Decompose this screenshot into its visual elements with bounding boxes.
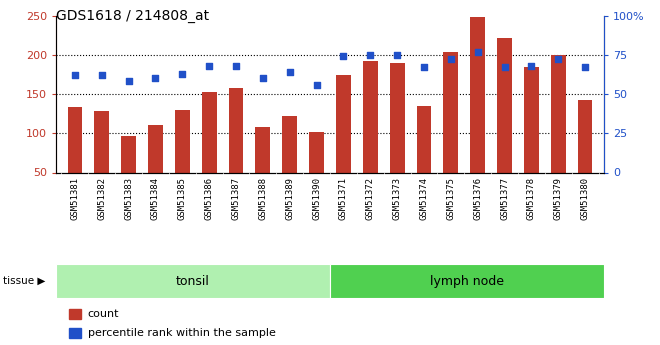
Bar (330, 264, 604, 298)
Point (177, 71, 187, 76)
Text: GSM51388: GSM51388 (258, 177, 267, 220)
Text: GSM51371: GSM51371 (339, 177, 348, 220)
Point (312, 82, 322, 87)
Point (418, 65, 429, 70)
Bar (390, 63, 405, 172)
Text: GSM51387: GSM51387 (232, 177, 240, 220)
Text: GSM51385: GSM51385 (178, 177, 187, 220)
Text: GSM51384: GSM51384 (151, 177, 160, 220)
Point (473, 49, 483, 55)
Text: GSM51374: GSM51374 (420, 177, 428, 220)
Text: tonsil: tonsil (176, 275, 210, 288)
Bar (551, 55, 566, 172)
Point (338, 53, 348, 59)
Point (446, 57, 456, 62)
Bar (578, 99, 593, 172)
Bar (175, 110, 189, 172)
Point (150, 76, 161, 81)
Bar (497, 38, 512, 172)
Text: GSM51382: GSM51382 (97, 177, 106, 220)
Text: GSM51379: GSM51379 (554, 177, 563, 220)
Bar (416, 106, 432, 172)
Text: GSM51381: GSM51381 (71, 177, 79, 220)
Point (526, 63, 537, 69)
Text: GSM51383: GSM51383 (124, 177, 133, 220)
Point (204, 63, 214, 69)
Point (123, 79, 134, 84)
Text: GSM51380: GSM51380 (581, 177, 589, 220)
Point (553, 57, 564, 62)
Point (96, 72, 107, 78)
Bar (202, 92, 216, 172)
Point (392, 52, 403, 58)
Bar (282, 116, 297, 172)
Point (365, 52, 376, 58)
Text: GSM51375: GSM51375 (446, 177, 455, 220)
Bar (56, 264, 330, 298)
Bar (444, 52, 458, 172)
Text: lymph node: lymph node (430, 275, 504, 288)
Text: GSM51389: GSM51389 (285, 177, 294, 220)
Bar (121, 136, 136, 172)
Point (231, 63, 242, 69)
Text: GSM51373: GSM51373 (393, 177, 402, 220)
Text: GSM51386: GSM51386 (205, 177, 214, 220)
Bar (363, 61, 378, 172)
Text: GSM51377: GSM51377 (500, 177, 509, 220)
Point (257, 76, 268, 81)
Text: GSM51390: GSM51390 (312, 177, 321, 220)
Bar (67, 107, 82, 172)
Text: GDS1618 / 214808_at: GDS1618 / 214808_at (56, 9, 209, 23)
Bar (228, 88, 244, 172)
Text: count: count (88, 309, 119, 319)
Text: GSM51376: GSM51376 (473, 177, 482, 220)
Point (580, 65, 591, 70)
Bar (148, 125, 163, 172)
Bar (94, 111, 109, 172)
Bar (309, 132, 324, 172)
Text: tissue ▶: tissue ▶ (3, 276, 46, 286)
Text: percentile rank within the sample: percentile rank within the sample (88, 328, 276, 338)
Bar (336, 75, 351, 172)
Point (499, 65, 510, 70)
Text: GSM51372: GSM51372 (366, 177, 375, 220)
Text: GSM51378: GSM51378 (527, 177, 536, 220)
Point (284, 69, 295, 75)
Point (69, 72, 80, 78)
Bar (255, 127, 270, 172)
Bar (524, 67, 539, 172)
Bar (471, 17, 485, 172)
